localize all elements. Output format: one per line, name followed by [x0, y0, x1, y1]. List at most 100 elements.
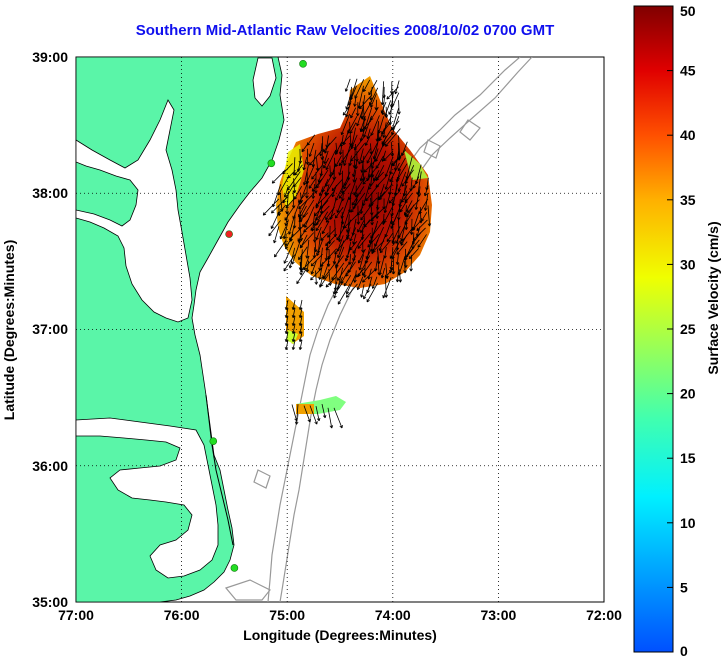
velocity-arrow — [308, 149, 323, 166]
velocity-arrow — [271, 169, 286, 184]
velocity-arrow — [352, 199, 358, 210]
velocity-arrow — [283, 254, 296, 272]
velocity-arrow — [358, 148, 364, 165]
y-axis-label: Latitude (Degrees:Minutes) — [1, 240, 17, 420]
velocity-arrow — [319, 143, 323, 157]
velocity-arrow — [386, 86, 399, 100]
velocity-arrow — [346, 219, 352, 233]
pamlico-sound — [76, 417, 219, 579]
station-marker — [230, 564, 239, 572]
velocity-arrow — [338, 183, 351, 199]
velocity-arrow — [335, 255, 344, 267]
velocity-arrow — [343, 177, 350, 190]
colorbar-label: Surface Velocity (cm/s) — [705, 221, 721, 374]
velocity-arrow — [364, 134, 372, 146]
velocity-arrow — [374, 99, 378, 111]
velocity-arrow — [382, 277, 392, 299]
station-markers — [209, 60, 307, 572]
velocity-arrow — [345, 274, 356, 295]
velocity-arrow — [390, 141, 395, 157]
x-tick-label: 73:00 — [480, 607, 516, 623]
velocity-arrow — [353, 94, 357, 107]
velocity-arrow — [291, 307, 296, 319]
velocity-arrow — [345, 283, 358, 298]
velocity-arrow — [333, 276, 343, 299]
velocity-arrow — [310, 268, 322, 281]
barrier-islands — [205, 394, 234, 546]
velocity-arrow — [333, 407, 343, 429]
velocity-arrow — [391, 225, 401, 244]
velocity-arrows — [262, 78, 432, 429]
velocity-arrow — [383, 151, 394, 162]
velocity-arrow — [320, 232, 329, 241]
x-tick-label: 74:00 — [375, 607, 411, 623]
velocity-arrow — [292, 212, 297, 229]
velocity-arrow — [352, 169, 357, 183]
velocity-arrow — [343, 144, 351, 166]
station-marker — [209, 437, 218, 446]
velocity-arrow — [298, 323, 303, 335]
velocity-arrow — [302, 164, 310, 186]
velocity-arrow — [311, 184, 316, 199]
colorbar-tick-label: 15 — [680, 450, 696, 466]
x-tick-label: 72:00 — [586, 607, 622, 623]
velocity-region-edge-green — [404, 150, 428, 180]
velocity-arrow — [299, 232, 314, 248]
velocity-arrow — [325, 240, 335, 251]
velocity-arrow — [394, 80, 400, 95]
velocity-arrow — [350, 107, 357, 119]
velocity-arrow — [283, 241, 294, 264]
velocity-arrow — [314, 270, 319, 285]
x-axis-label: Longitude (Degrees:Minutes) — [243, 627, 437, 643]
velocity-arrow — [383, 192, 391, 214]
velocity-arrow — [343, 275, 352, 287]
velocity-arrow — [342, 106, 350, 116]
velocity-arrow — [355, 102, 360, 117]
velocity-arrow — [273, 226, 280, 244]
bathymetry-contours — [224, 57, 533, 602]
colorbar-tick-label: 45 — [680, 63, 696, 79]
velocity-arrow — [288, 218, 294, 235]
velocity-arrow — [417, 234, 427, 248]
colorbar-tick-label: 0 — [680, 643, 688, 659]
grid-lines — [76, 57, 604, 602]
velocity-arrow — [384, 171, 392, 190]
velocity-arrow — [386, 233, 394, 242]
velocity-arrow — [336, 240, 345, 259]
colorbar-tick-label: 10 — [680, 515, 696, 531]
velocity-arrow — [298, 246, 308, 261]
y-tick-label: 38:00 — [32, 185, 68, 201]
velocity-arrow — [298, 331, 303, 343]
velocity-arrow — [274, 239, 287, 258]
velocity-arrow — [311, 164, 324, 180]
velocity-arrow — [318, 261, 324, 280]
velocity-arrow — [400, 185, 415, 203]
velocity-arrow — [299, 261, 303, 276]
velocity-arrow — [366, 283, 378, 303]
velocity-arrow — [372, 240, 385, 253]
velocity-arrow — [325, 276, 337, 288]
velocity-arrow — [356, 276, 364, 291]
velocity-arrow — [325, 149, 337, 171]
velocity-arrow — [397, 171, 407, 192]
velocity-arrow — [403, 260, 407, 274]
velocity-arrow — [360, 284, 365, 298]
velocity-arrow — [321, 403, 327, 419]
x-tick-label: 76:00 — [164, 607, 200, 623]
velocity-arrow — [355, 267, 366, 278]
velocity-arrow — [298, 315, 303, 327]
velocity-arrow — [368, 79, 378, 96]
velocity-arrow — [380, 101, 387, 114]
velocity-arrow — [325, 206, 335, 221]
velocity-arrow — [362, 260, 367, 278]
velocity-arrow — [359, 120, 372, 133]
velocity-arrow — [397, 157, 406, 172]
velocity-arrow — [315, 226, 322, 241]
velocity-arrow — [361, 261, 373, 276]
velocity-arrow — [323, 157, 330, 169]
velocity-arrow — [285, 233, 294, 250]
chesapeake-bay — [76, 99, 193, 323]
velocity-arrow — [362, 176, 371, 185]
